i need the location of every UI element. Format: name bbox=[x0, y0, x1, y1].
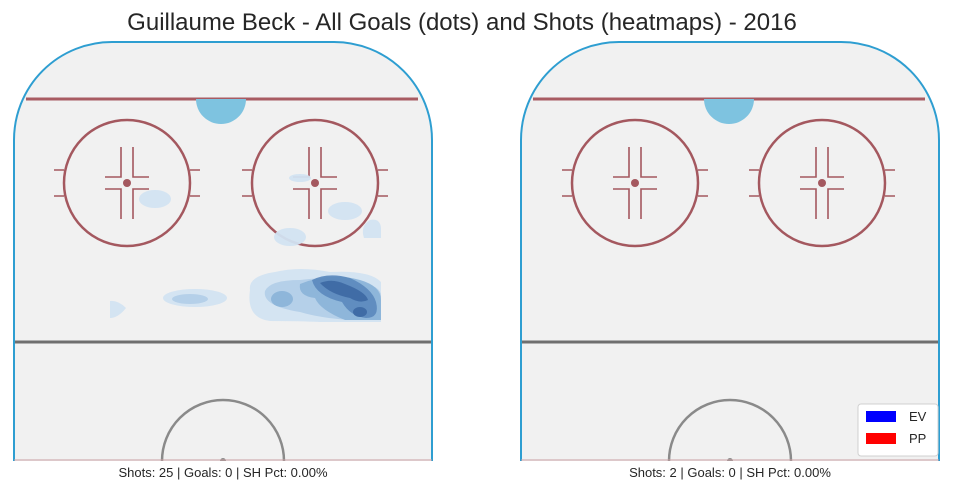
rink-boards bbox=[13, 41, 433, 461]
faceoff-circle-left bbox=[54, 118, 200, 248]
goal-crease bbox=[196, 99, 246, 124]
figure-title: Guillaume Beck - All Goals (dots) and Sh… bbox=[127, 9, 797, 36]
panel-caption-right: Shots: 2 | Goals: 0 | SH Pct: 0.00% bbox=[629, 465, 831, 480]
faceoff-circle-left bbox=[562, 118, 708, 248]
faceoff-circle-right bbox=[749, 118, 895, 248]
panel-caption-left: Shots: 25 | Goals: 0 | SH Pct: 0.00% bbox=[118, 465, 328, 480]
shot-heatmap bbox=[110, 174, 381, 322]
legend: EV PP bbox=[857, 403, 939, 457]
rink-surface bbox=[521, 42, 939, 461]
legend-label-pp: PP bbox=[909, 431, 926, 446]
center-dot bbox=[220, 458, 226, 461]
legend-swatch-pp bbox=[866, 433, 896, 444]
center-dot bbox=[727, 458, 733, 461]
legend-swatch-ev bbox=[866, 411, 896, 422]
rink-right bbox=[520, 41, 940, 461]
goal-crease bbox=[704, 99, 754, 124]
rink-boards bbox=[520, 41, 940, 461]
rink-left bbox=[13, 41, 433, 461]
legend-label-ev: EV bbox=[909, 409, 927, 424]
center-circle bbox=[160, 398, 286, 461]
center-circle bbox=[667, 398, 793, 461]
rink-surface bbox=[14, 42, 432, 461]
